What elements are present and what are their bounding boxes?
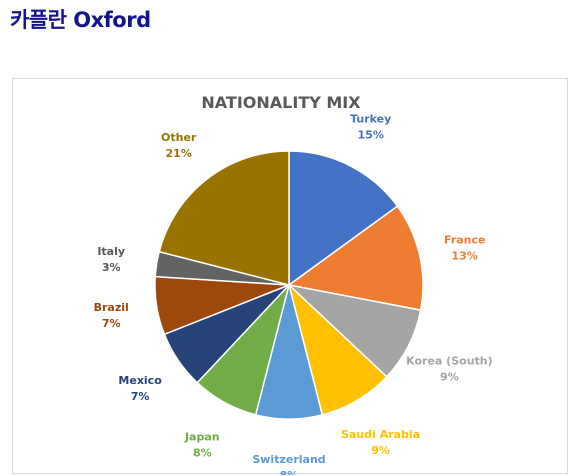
pie-label-japan: Japan xyxy=(184,431,220,444)
pie-value-label-korea-south: 9% xyxy=(440,371,459,384)
pie-slices xyxy=(154,150,424,420)
pie-value-label-france: 13% xyxy=(452,250,478,263)
chart-title: NATIONALITY MIX xyxy=(201,93,361,112)
page-title: 카플란 Oxford xyxy=(10,8,151,32)
pie-label-korea-south: Korea (South) xyxy=(406,355,492,368)
pie-slice-other xyxy=(158,150,290,286)
pie-value-label-italy: 3% xyxy=(102,261,121,274)
pie-value-label-japan: 8% xyxy=(193,447,212,460)
pie-value-label-mexico: 7% xyxy=(131,390,150,403)
pie-slice-turkey xyxy=(288,150,399,287)
pie-label-other: Other xyxy=(161,131,197,144)
pie-label-turkey: Turkey xyxy=(350,113,391,126)
pie-label-switzerland: Switzerland xyxy=(252,453,325,466)
pie-value-label-switzerland: 8% xyxy=(280,469,299,475)
pie-value-label-brazil: 7% xyxy=(102,317,121,330)
pie-value-label-turkey: 15% xyxy=(358,129,384,142)
pie-chart: NATIONALITY MIX Turkey 15% France 13% Korea … xyxy=(94,93,493,475)
pie-label-mexico: Mexico xyxy=(118,374,162,387)
pie-label-italy: Italy xyxy=(97,245,125,258)
pie-label-saudi-arabia: Saudi Arabia xyxy=(341,428,420,441)
pie-labels: Turkey 15% France 13% Korea (South) 9% Saudi A… xyxy=(94,113,493,475)
pie-label-brazil: Brazil xyxy=(94,301,129,314)
chart-frame: NATIONALITY MIX Turkey 15% France 13% Korea … xyxy=(12,78,568,475)
pie-slice-france xyxy=(287,205,424,311)
pie-value-label-saudi-arabia: 9% xyxy=(371,444,390,457)
pie-value-label-other: 21% xyxy=(166,147,192,160)
pie-label-france: France xyxy=(444,234,485,247)
